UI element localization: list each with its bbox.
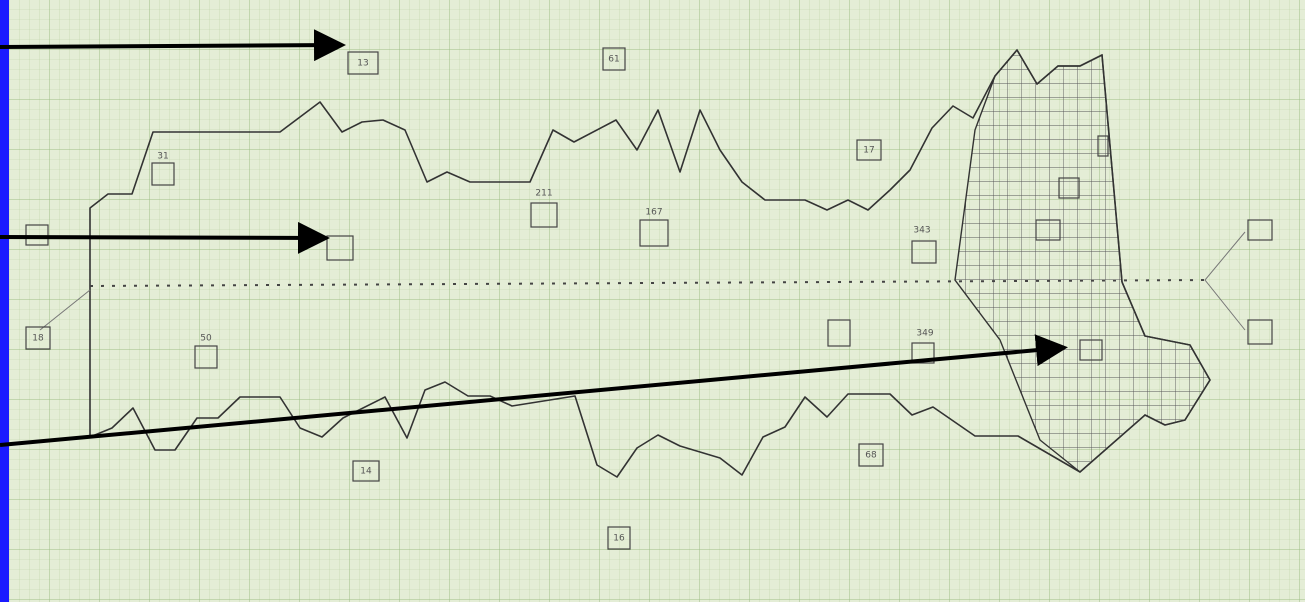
right-branch [1204, 231, 1246, 331]
label: 50 [200, 334, 212, 344]
label: 14 [360, 467, 372, 477]
label: 16 [613, 534, 625, 544]
lower-profile [89, 281, 1211, 478]
label: 18 [32, 334, 44, 344]
label: 31 [157, 152, 168, 162]
side-strip [0, 0, 9, 602]
upper-profile [89, 49, 1123, 290]
left-branch [39, 289, 91, 331]
label: 349 [916, 329, 933, 339]
label-boxes: 13 61 31 211 167 17 50 14 16 68 343 349 … [25, 47, 1273, 550]
label: 167 [645, 208, 662, 218]
label: 68 [865, 451, 877, 461]
label: 13 [357, 59, 368, 69]
label: 211 [535, 189, 552, 199]
pointer-arrows [0, 29, 1068, 447]
label: 17 [863, 146, 874, 156]
label: 343 [913, 226, 930, 236]
label: 61 [608, 55, 619, 65]
